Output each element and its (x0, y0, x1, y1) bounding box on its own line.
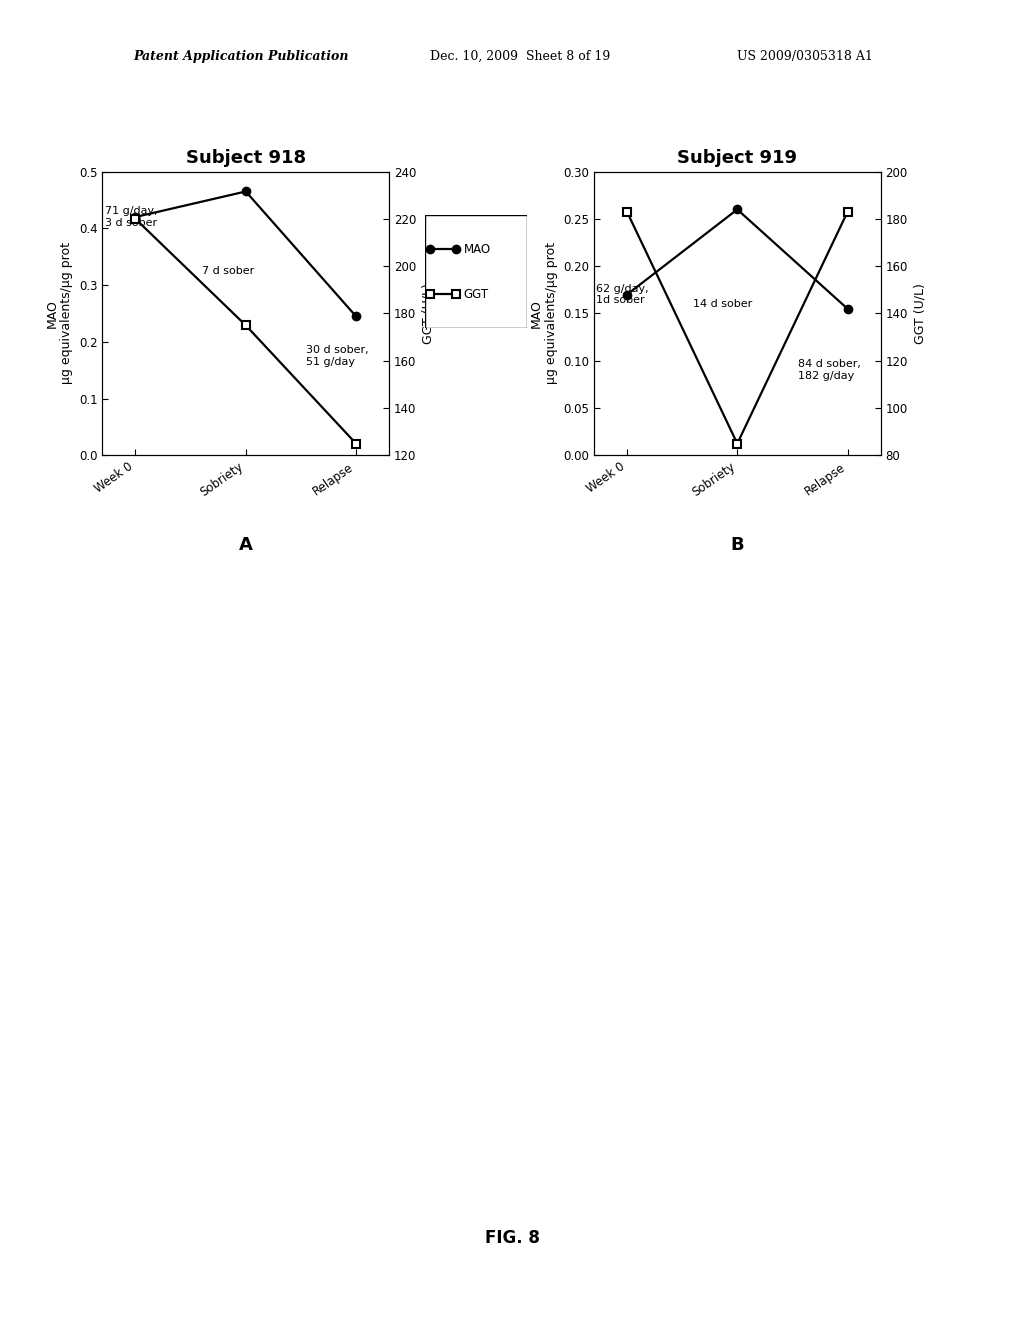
Text: 14 d sober: 14 d sober (693, 300, 753, 309)
Text: Dec. 10, 2009  Sheet 8 of 19: Dec. 10, 2009 Sheet 8 of 19 (430, 50, 610, 63)
Title: Subject 919: Subject 919 (677, 149, 798, 168)
Y-axis label: GGT (U/L): GGT (U/L) (913, 282, 927, 345)
Text: Patent Application Publication: Patent Application Publication (133, 50, 348, 63)
Y-axis label: MAO
μg equivalents/μg prot: MAO μg equivalents/μg prot (45, 243, 74, 384)
Text: 62 g/day,
1d sober: 62 g/day, 1d sober (596, 284, 649, 305)
Text: FIG. 8: FIG. 8 (484, 1229, 540, 1247)
Text: US 2009/0305318 A1: US 2009/0305318 A1 (737, 50, 873, 63)
Text: A: A (239, 536, 253, 554)
Text: 7 d sober: 7 d sober (202, 265, 254, 276)
Title: Subject 918: Subject 918 (185, 149, 306, 168)
Text: B: B (730, 536, 744, 554)
Y-axis label: MAO
μg equivalents/μg prot: MAO μg equivalents/μg prot (529, 243, 557, 384)
Y-axis label: GGT (U/L): GGT (U/L) (422, 282, 435, 345)
Text: 30 d sober,
51 g/day: 30 d sober, 51 g/day (306, 346, 369, 367)
Text: MAO: MAO (464, 243, 490, 256)
Text: 71 g/day,
3 d sober: 71 g/day, 3 d sober (104, 206, 158, 228)
Text: 84 d sober,
182 g/day: 84 d sober, 182 g/day (798, 359, 861, 381)
Text: GGT: GGT (464, 288, 489, 301)
